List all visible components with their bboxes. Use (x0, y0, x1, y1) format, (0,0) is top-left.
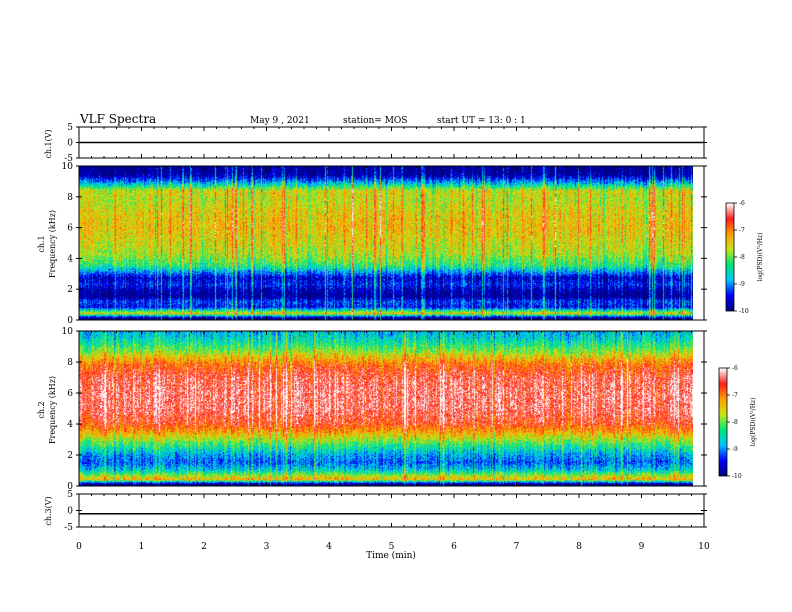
y-tick-label: 0 (67, 482, 73, 492)
x-tick-label: 4 (326, 542, 332, 552)
ch1-colorbar-area (726, 203, 734, 311)
y-tick-label: 8 (67, 358, 73, 368)
colorbar-tick-label: -7 (732, 392, 738, 399)
ch1-voltage-ylabel: ch.1(V) (44, 129, 53, 158)
ch3-voltage-ylabel: ch.3(V) (44, 496, 53, 525)
x-tick-label: 8 (576, 542, 582, 552)
colorbar-tick-label: -8 (732, 419, 738, 426)
y-tick-label: 2 (67, 451, 73, 461)
y-tick-label: 8 (67, 193, 73, 203)
ch1-spectrogram-area (79, 166, 693, 320)
ch2-spectrogram-area (79, 331, 693, 486)
ch2-colorbar-area (719, 368, 727, 476)
ch2-spectrogram-canvas (79, 331, 693, 486)
y-tick-label: 2 (67, 285, 73, 295)
ch1-colorbar-label: log(PSD)(V²/Hz) (757, 233, 764, 282)
y-tick-label: 6 (67, 389, 73, 399)
ch1-spectrogram-ylabel-line1: ch.1 (37, 235, 46, 252)
x-tick-label: 3 (264, 542, 270, 552)
ch1-spectrogram-ylabel-line2: Frequency (kHz) (48, 210, 57, 278)
ch1-colorbar (726, 203, 734, 311)
x-axis-label: Time (min) (366, 550, 416, 561)
y-tick-label: -5 (64, 523, 73, 533)
start-time-label: start UT = 13: 0 : 1 (437, 116, 526, 126)
colorbar-tick-label: -9 (739, 281, 745, 288)
x-tick-label: 6 (451, 542, 457, 552)
x-tick-label: 7 (514, 542, 520, 552)
x-tick-label: 0 (76, 542, 82, 552)
y-tick-label: 4 (67, 254, 73, 264)
y-tick-label: 6 (67, 224, 73, 234)
colorbar-tick-label: -8 (739, 254, 745, 261)
y-tick-label: 10 (62, 327, 74, 337)
ch2-colorbar-label: log(PSD)(V²/Hz) (750, 398, 757, 447)
chart-title: VLF Spectra (79, 112, 156, 126)
y-tick-label: -5 (64, 154, 73, 164)
y-tick-label: 0 (67, 139, 73, 149)
x-tick-label: 10 (698, 542, 710, 552)
x-tick-label: 1 (139, 542, 145, 552)
y-tick-label: 10 (62, 162, 74, 172)
date-label: May 9 , 2021 (250, 116, 310, 126)
colorbar-tick-label: -10 (732, 473, 742, 480)
panel-frame-4 (78, 493, 705, 528)
y-tick-label: 5 (67, 123, 73, 133)
colorbar-tick-label: -6 (739, 200, 745, 207)
x-tick-label: 2 (201, 542, 207, 552)
x-tick-label: 9 (639, 542, 645, 552)
ch2-spectrogram-ylabel-line1: ch.2 (37, 401, 46, 418)
y-tick-label: 0 (67, 316, 73, 326)
y-tick-label: 4 (67, 420, 73, 430)
colorbar-tick-label: -9 (732, 446, 738, 453)
station-label: station= MOS (343, 116, 407, 126)
ch2-colorbar (719, 368, 727, 476)
colorbar-tick-label: -7 (739, 227, 745, 234)
ch2-spectrogram-ylabel-line2: Frequency (kHz) (48, 376, 57, 444)
ch1-spectrogram-canvas (79, 166, 693, 320)
y-tick-label: 5 (67, 490, 73, 500)
colorbar-tick-label: -10 (739, 308, 749, 315)
y-tick-label: 0 (67, 507, 73, 517)
colorbar-tick-label: -6 (732, 365, 738, 372)
x-tick-label: 5 (389, 542, 395, 552)
